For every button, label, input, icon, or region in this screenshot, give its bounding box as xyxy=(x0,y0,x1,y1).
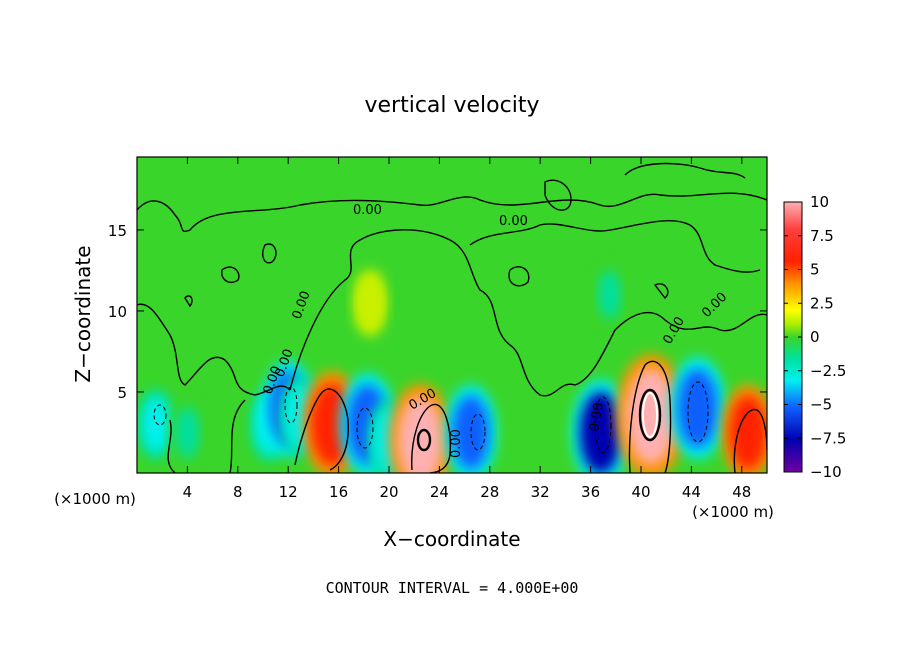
x-unit-right: (×1000 m) xyxy=(692,503,774,521)
x-unit-left: (×1000 m) xyxy=(54,490,136,508)
contour-labels: 0.00 0.00 0.00 0.00 0.00 0.00 0.00 0.00 … xyxy=(261,203,731,458)
x-tick-label: 24 xyxy=(430,483,449,501)
contour-line xyxy=(638,388,662,442)
field-cell xyxy=(598,270,621,319)
contour-label: 0.00 xyxy=(449,429,464,458)
contour-line xyxy=(733,409,767,473)
x-tick-label: 16 xyxy=(329,483,348,501)
plot-frame xyxy=(136,156,768,474)
contour-line xyxy=(137,303,291,396)
field-cell xyxy=(357,277,383,329)
contour-line xyxy=(624,162,746,179)
field-cell xyxy=(397,396,444,473)
chart-title: vertical velocity xyxy=(364,93,539,118)
colorbar-labels: 10 7.5 5 2.5 0 −2.5 −5 −7.5 −10 xyxy=(810,193,846,481)
x-tick-label: 20 xyxy=(379,483,398,501)
x-tick-label: 4 xyxy=(183,483,193,501)
colorbar-label: −7.5 xyxy=(810,429,846,447)
zero-contour-lines xyxy=(137,162,767,473)
colorbar-label: 2.5 xyxy=(810,294,834,312)
contour-line xyxy=(262,243,277,264)
colorbar-label: 7.5 xyxy=(810,227,834,245)
contour-line xyxy=(470,413,486,451)
contour-line xyxy=(137,192,767,232)
x-tick-label: 36 xyxy=(581,483,600,501)
field-cell xyxy=(677,368,718,448)
contour-line xyxy=(416,428,432,452)
strong-contour-lines xyxy=(416,388,662,452)
contour-label: 0.00 xyxy=(353,203,382,218)
y-axis-label: Z−coordinate xyxy=(71,245,95,382)
contour-line xyxy=(544,179,572,211)
y-tick-labels: 5 10 15 xyxy=(108,222,127,402)
contour-line xyxy=(284,386,298,424)
contour-line xyxy=(153,404,167,426)
colorbar-ticks xyxy=(784,201,802,473)
contour-line xyxy=(594,396,612,454)
field-cell xyxy=(452,395,490,470)
contour-line xyxy=(356,407,374,449)
contour-line xyxy=(469,220,761,273)
x-tick-label: 12 xyxy=(279,483,298,501)
contour-line xyxy=(574,311,767,386)
negative-contour-lines xyxy=(153,381,709,454)
field-cell xyxy=(175,406,200,459)
contour-line xyxy=(687,381,709,443)
colorbar-label: 5 xyxy=(810,261,820,279)
contour-line xyxy=(167,419,176,473)
x-tick-label: 32 xyxy=(531,483,550,501)
colorbar-label: 10 xyxy=(810,193,829,211)
velocity-field xyxy=(137,263,767,473)
y-tick-label: 5 xyxy=(117,384,127,402)
contour-line xyxy=(411,403,452,473)
contour-label: 0.00 xyxy=(587,402,607,433)
x-tick-label: 44 xyxy=(682,483,701,501)
contour-line xyxy=(628,360,672,473)
colorbar-label: −2.5 xyxy=(810,362,846,380)
contour-line xyxy=(221,266,240,284)
contour-label: 0.00 xyxy=(499,214,528,229)
x-tick-labels: 4 8 12 16 20 24 28 32 36 40 44 48 xyxy=(183,483,752,501)
contour-interval-note: CONTOUR INTERVAL = 4.000E+00 xyxy=(326,579,579,597)
field-cell xyxy=(579,391,622,473)
x-tick-label: 28 xyxy=(480,483,499,501)
colorbar-label: −10 xyxy=(810,463,842,481)
contour-line xyxy=(184,295,193,308)
x-tick-label: 48 xyxy=(732,483,751,501)
field-cell xyxy=(729,395,767,470)
y-tick-label: 10 xyxy=(108,303,127,321)
contour-line xyxy=(508,266,530,287)
field-cell xyxy=(142,397,169,452)
contour-line xyxy=(642,392,658,438)
x-tick-label: 40 xyxy=(631,483,650,501)
y-tick-label: 15 xyxy=(108,222,127,240)
contour-line xyxy=(289,229,576,397)
colorbar-label: 0 xyxy=(810,328,820,346)
axis-ticks xyxy=(137,157,767,473)
contour-line xyxy=(294,388,349,471)
colorbar-label: −5 xyxy=(810,396,832,414)
x-axis-label: X−coordinate xyxy=(383,527,520,551)
contour-line xyxy=(229,399,246,473)
x-tick-label: 8 xyxy=(233,483,243,501)
field-cell xyxy=(626,368,677,465)
contour-line xyxy=(653,283,669,300)
